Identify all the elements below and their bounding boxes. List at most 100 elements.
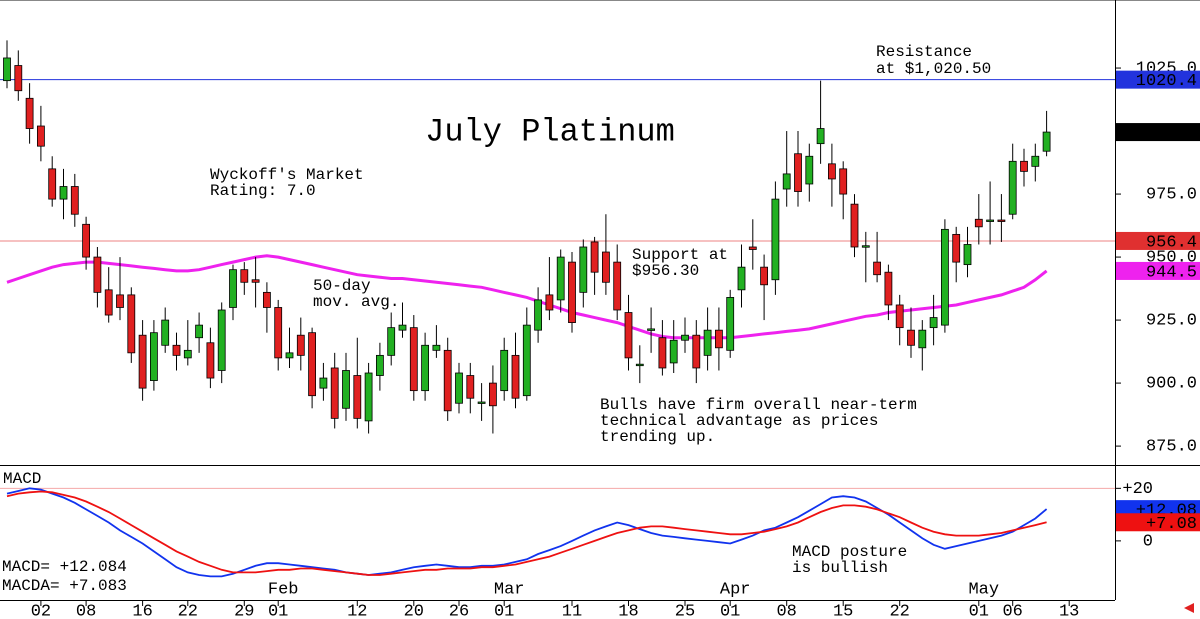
candle-body (25, 97, 34, 129)
candle-body (104, 289, 113, 316)
candle-body (534, 299, 542, 331)
candle-body (828, 163, 836, 180)
value-box-label: +7.08 (1146, 515, 1197, 534)
panel-title: MACD (3, 470, 41, 488)
x-tick-label: 26 (449, 602, 469, 619)
moving-average (6, 254, 1048, 340)
candle-body (861, 245, 870, 248)
candle-body (443, 349, 452, 412)
candle-body (274, 307, 283, 359)
candle-body (183, 349, 192, 359)
y-tick-label: 900.0 (1146, 375, 1197, 394)
readout: MACDA= +7.083 (2, 577, 127, 595)
candle-body (138, 334, 147, 389)
x-tick-label: 18 (618, 602, 638, 619)
month-label: Feb (268, 580, 299, 599)
y-tick-label: 975.0 (1146, 186, 1197, 205)
ma-label: mov. avg. (313, 293, 399, 311)
candle-body (602, 251, 610, 283)
candle-body (794, 153, 802, 192)
candle-body (681, 334, 689, 341)
x-tick-label: 20 (404, 602, 424, 619)
x-tick-label: 12 (347, 602, 367, 619)
x-tick-label: 01 (969, 602, 989, 619)
annotation: trending up. (600, 428, 715, 446)
candle-body (1031, 155, 1040, 167)
candle-body (285, 352, 294, 359)
y-tick-label: +20 (1122, 480, 1153, 499)
annotation: is bullish (792, 559, 888, 577)
value-box (1116, 261, 1200, 280)
x-tick-label: 13 (1059, 602, 1079, 619)
candle-body (873, 261, 881, 276)
candle-body (850, 203, 859, 248)
candle-body (421, 344, 430, 392)
y-tick-label: 875.0 (1146, 438, 1197, 457)
candle-body (48, 168, 57, 200)
x-tick-label: 01 (494, 602, 514, 619)
candle-body (997, 219, 1006, 222)
candle-body (364, 372, 373, 422)
candle-body (3, 57, 11, 82)
candle-body (70, 186, 79, 215)
macd-line (6, 487, 1048, 578)
ma-label: 50-day (313, 277, 371, 295)
value-box (1116, 231, 1200, 250)
candle-body (748, 246, 757, 250)
candle-body (37, 125, 45, 147)
candle-body (14, 65, 23, 92)
annotation: Wyckoff's Market (210, 166, 364, 184)
candle-body (398, 324, 407, 331)
candle-body (986, 219, 994, 222)
candle-body (342, 370, 350, 409)
annotation: Rating: 7.0 (210, 182, 316, 200)
annotation: MACD posture (792, 543, 907, 561)
macd-line (6, 490, 1047, 576)
value-box (1116, 70, 1200, 89)
candle-body (217, 309, 226, 371)
x-tick-label: 08 (776, 602, 796, 619)
candle-body (635, 363, 644, 367)
candle-body (240, 269, 249, 283)
candle-body (1008, 160, 1017, 215)
candle-body (319, 377, 328, 389)
x-tick-label: 11 (562, 602, 582, 619)
candle-body (545, 294, 554, 311)
readout: MACD= +12.084 (2, 558, 127, 576)
candle-body (296, 334, 305, 356)
scroll-arrow[interactable] (1184, 603, 1194, 613)
candle-body (918, 329, 927, 349)
candle-body (206, 342, 215, 379)
support-label: Support at (632, 246, 728, 264)
candle-body (161, 319, 170, 346)
candle-body (455, 372, 463, 404)
candle-body (624, 312, 633, 359)
x-tick-label: 22 (889, 602, 909, 619)
candle-body (907, 329, 915, 346)
candle-body (330, 367, 339, 419)
month-label: Mar (494, 580, 525, 599)
resistance-label: Resistance (876, 43, 972, 61)
candle-body (466, 375, 475, 399)
candle-body (149, 332, 158, 381)
candle-body (522, 324, 531, 397)
candle-body (737, 266, 746, 291)
candle-body (816, 128, 825, 145)
x-tick-label: 25 (675, 602, 695, 619)
annotation: technical advantage as prices (600, 412, 878, 430)
value-box-label: 1020.4 (1136, 72, 1197, 91)
y-tick-label: 0 (1143, 532, 1153, 551)
value-box-label: 999.6 (1146, 125, 1197, 144)
candle-body (692, 334, 701, 369)
plot-layer: 875.0900.0925.0950.0975.01000.01025.0020… (0, 40, 1200, 619)
candle-body (127, 294, 136, 354)
x-tick-label: 22 (178, 602, 198, 619)
x-tick-label: 01 (720, 602, 740, 619)
candle-body (308, 332, 317, 397)
candle-body (952, 233, 961, 263)
candle-body (613, 261, 622, 311)
x-tick-label: 06 (1002, 602, 1022, 619)
candle-body (782, 173, 791, 190)
